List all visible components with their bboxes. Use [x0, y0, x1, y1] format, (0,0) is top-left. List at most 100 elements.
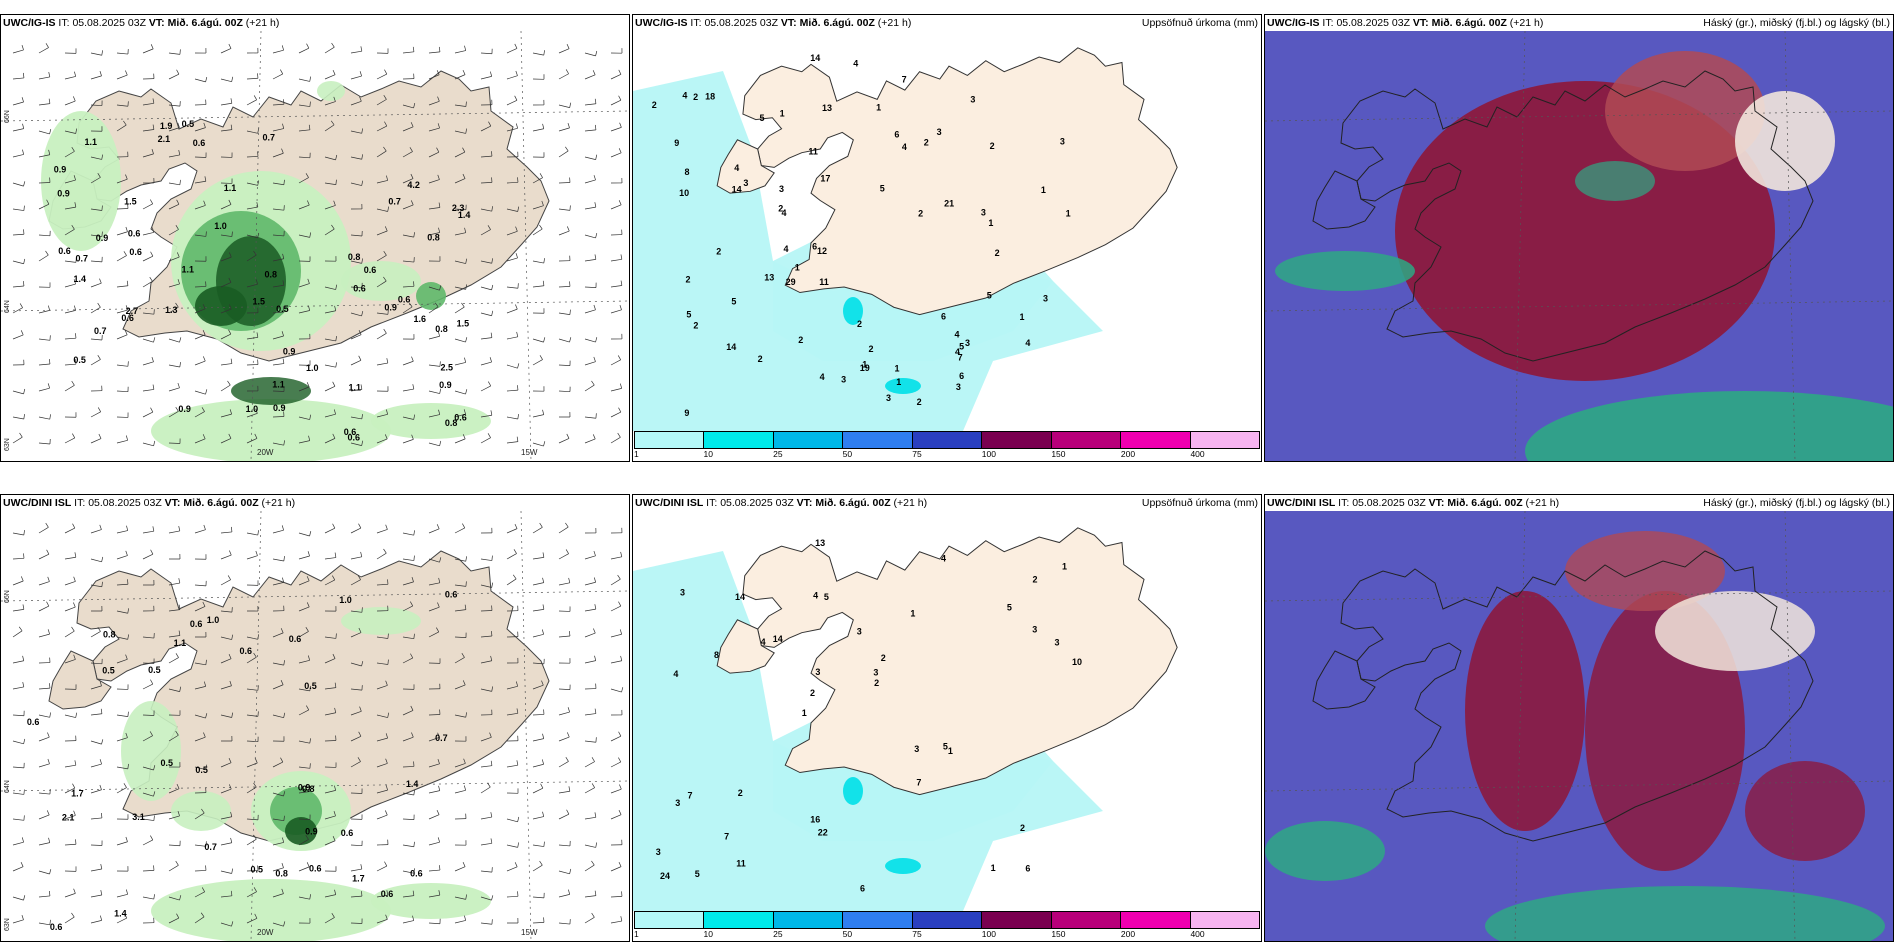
wind-barb-flag — [205, 713, 208, 719]
value-label: 0.6 — [454, 413, 467, 423]
wind-barb-flag — [465, 128, 468, 134]
wind-barb — [168, 442, 181, 444]
wind-barb — [142, 312, 154, 315]
wind-barb — [194, 234, 206, 237]
wind-barb — [402, 766, 415, 768]
wind-barb — [64, 764, 76, 768]
wind-barb-flag — [153, 440, 156, 446]
wind-barb — [532, 414, 544, 418]
wind-barb — [532, 633, 544, 638]
wind-barb-flag — [99, 524, 102, 530]
field-blob — [317, 81, 345, 101]
wind-barb-flag — [125, 435, 128, 441]
value-label: 0.8 — [103, 630, 116, 640]
value-label: 0.6 — [129, 247, 142, 257]
model-name: UWC/DINI ISL — [635, 497, 704, 509]
wind-barb — [272, 761, 283, 768]
wind-barb — [532, 557, 544, 560]
wind-barb-flag — [97, 354, 101, 360]
wind-barb — [168, 387, 180, 392]
wind-barb — [350, 662, 362, 667]
wind-barb-flag — [333, 409, 336, 415]
wind-barb — [532, 896, 544, 899]
wind-barb — [298, 47, 310, 54]
wind-barb-flag — [462, 147, 466, 153]
wind-barb-flag — [123, 120, 127, 126]
wind-barb-flag — [620, 916, 623, 922]
wind-barb — [142, 530, 154, 534]
wind-barb — [116, 737, 128, 742]
wind-barb — [584, 844, 596, 848]
wind-barb-flag — [101, 205, 103, 211]
wind-barb-flag — [75, 359, 77, 365]
wind-barb-flag — [330, 120, 335, 126]
wind-barb — [220, 204, 232, 210]
mid-cloud — [1275, 251, 1415, 291]
wind-barb-flag — [281, 45, 284, 51]
wind-barb-flag — [515, 681, 519, 687]
wind-barb-flag — [591, 860, 595, 866]
wind-barb-flag — [74, 305, 77, 311]
lat-label-63n: 63N — [4, 918, 11, 931]
wind-barb-flag — [595, 233, 598, 239]
value-label: 2 — [1020, 823, 1025, 833]
value-label: 4 — [734, 163, 739, 173]
value-label: 0.6 — [309, 863, 322, 873]
wind-barb — [12, 609, 24, 612]
wind-barb — [584, 895, 596, 898]
wind-barb-flag — [361, 154, 363, 160]
wind-barb-flag — [438, 577, 441, 583]
value-label: 0.6 — [398, 295, 411, 305]
wind-barb — [350, 389, 362, 392]
wind-barb — [12, 182, 24, 187]
value-label: 0.8 — [427, 233, 440, 243]
field-blob — [195, 286, 247, 326]
wind-barb-flag — [569, 309, 571, 315]
wind-barb-flag — [462, 680, 466, 686]
graticule-line — [1265, 300, 1893, 312]
wind-barb-flag — [436, 809, 440, 815]
wind-barb — [246, 656, 257, 664]
colorbar-tick: 25 — [773, 449, 783, 459]
wind-barb-flag — [618, 407, 622, 413]
value-label: 1.1 — [182, 265, 195, 275]
colorbar-tick: 150 — [1051, 929, 1066, 939]
wind-barb-flag — [543, 441, 546, 447]
wind-barb-flag — [335, 633, 337, 639]
wind-barb — [12, 154, 24, 158]
wind-barb-flag — [542, 280, 545, 286]
wind-barb-flag — [75, 333, 77, 339]
colorbar-cell — [982, 432, 1052, 448]
wind-barb-flag — [179, 337, 182, 343]
value-label: 1 — [910, 608, 915, 618]
wind-barb — [610, 411, 622, 418]
wind-barb — [324, 310, 336, 314]
value-label: 4 — [941, 553, 946, 563]
wind-barb-flag — [150, 251, 154, 257]
wind-barb — [64, 363, 76, 366]
wind-barb — [506, 416, 518, 420]
wind-barb — [558, 127, 570, 132]
wind-barb — [532, 359, 543, 366]
wind-barb-flag — [491, 310, 494, 316]
value-label: 3 — [1043, 294, 1048, 304]
wind-barb-flag — [618, 731, 622, 737]
panel-title: Háský (gr.), miðský (fj.bl.) og lágský (… — [1703, 497, 1890, 509]
wind-barb — [220, 384, 231, 392]
value-label: 1.4 — [114, 908, 127, 918]
wind-barb — [324, 286, 336, 290]
wind-barb-flag — [621, 687, 624, 693]
wind-barb — [532, 177, 543, 184]
colorbar-tick: 50 — [842, 929, 853, 939]
wind-barb-flag — [74, 71, 77, 77]
wind-barb — [610, 895, 623, 898]
colorbar-tick: 10 — [703, 449, 714, 459]
wind-barb — [584, 787, 595, 794]
field-blob — [231, 377, 311, 405]
colorbar-tick: 50 — [842, 449, 853, 459]
wind-barb-flag — [152, 384, 155, 390]
wind-barb — [584, 286, 597, 288]
wind-barb-flag — [384, 121, 388, 127]
panel-title: Háský (gr.), miðský (fj.bl.) og lágský (… — [1703, 17, 1890, 29]
wind-barb-flag — [488, 121, 492, 127]
